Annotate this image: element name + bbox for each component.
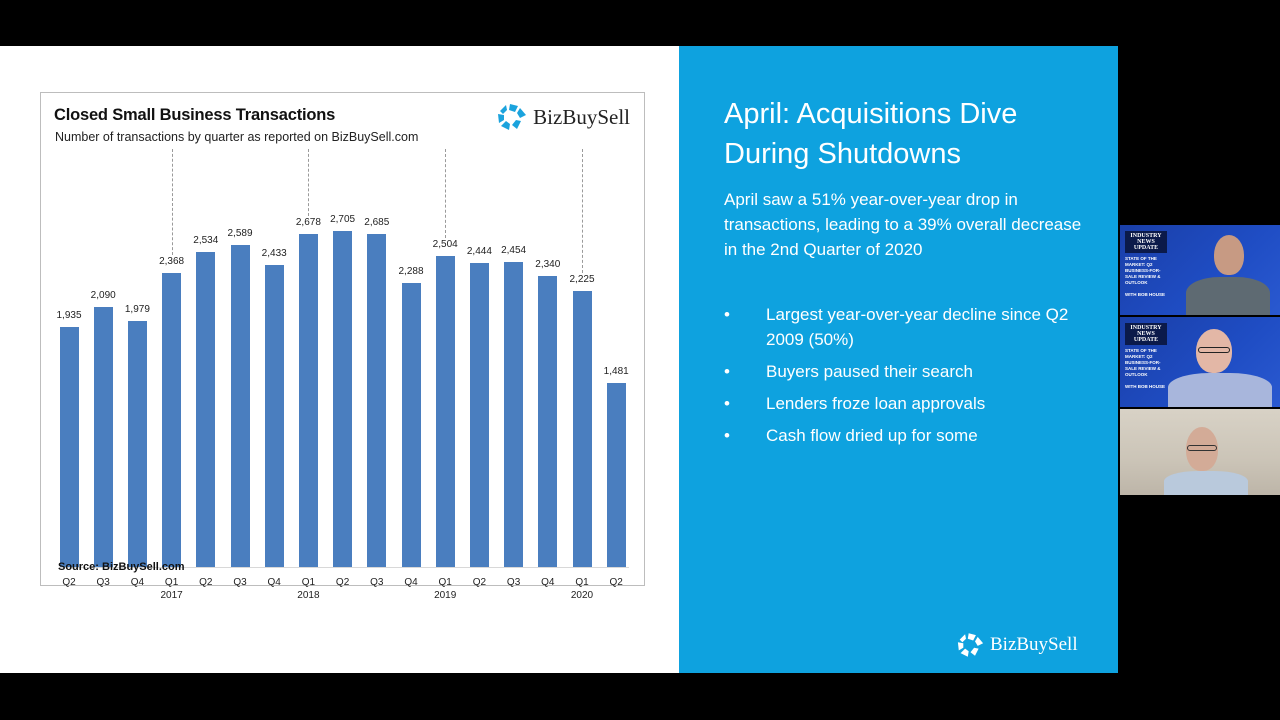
video-participants-strip: INDUSTRY NEWS UPDATE STATE OF THE MARKET… xyxy=(1120,225,1280,495)
webinar-banner: INDUSTRY NEWS UPDATE STATE OF THE MARKET… xyxy=(1125,231,1167,297)
bar xyxy=(196,252,216,567)
chart-title: Closed Small Business Transactions xyxy=(54,106,336,124)
year-divider-line xyxy=(582,149,583,273)
bullet-icon: • xyxy=(724,305,730,324)
x-tick-label: Q2 xyxy=(62,577,76,588)
bar-value-label: 2,678 xyxy=(295,217,321,229)
bar-value-label: 2,454 xyxy=(501,245,527,257)
x-tick-label: Q3 xyxy=(370,577,384,588)
bar xyxy=(93,307,113,567)
bar xyxy=(162,272,182,567)
year-divider-line xyxy=(171,149,173,255)
x-tick-label: Q4 xyxy=(130,577,145,588)
presentation-slide: 1,935 Q2 2,090 Q3 1,979 Q4 2,368 Q1 2017 2,534 Q2 2… xyxy=(0,46,1118,673)
bar-value-label: 1,481 xyxy=(603,366,629,378)
year-divider-line xyxy=(445,149,447,238)
bar xyxy=(401,282,421,567)
bullet-item: • Buyers paused their search xyxy=(724,359,1109,384)
bar-value-label: 1,935 xyxy=(56,309,82,321)
x-tick-label: Q2 xyxy=(199,577,213,588)
x-tick-label: Q3 xyxy=(506,577,521,588)
year-divider-line xyxy=(308,149,310,217)
x-tick-label: Q4 xyxy=(541,577,555,588)
bar-value-label: 2,589 xyxy=(227,228,253,240)
bar-value-label: 2,504 xyxy=(432,239,458,250)
slide-left-pane: 1,935 Q2 2,090 Q3 1,979 Q4 2,368 Q1 2017 2,534 Q2 2… xyxy=(0,46,679,673)
bar-value-label: 2,685 xyxy=(364,216,390,228)
slide-title: April: Acquisitions Dive During Shutdown… xyxy=(724,98,1018,170)
chart-subtitle: Number of transactions by quarter as rep… xyxy=(55,130,419,144)
bar-value-label: 2,444 xyxy=(466,246,492,258)
bar-value-label: 2,433 xyxy=(261,247,287,259)
x-tick-label: Q2 xyxy=(609,577,623,588)
chart-logo-text: BizBuySell xyxy=(533,104,630,129)
bar xyxy=(469,263,489,567)
bar xyxy=(264,264,284,567)
bar-value-label: 2,288 xyxy=(398,265,424,277)
bar xyxy=(333,231,353,567)
bullet-item: • Lenders froze loan approvals xyxy=(724,391,1109,416)
bar xyxy=(606,383,626,567)
bar xyxy=(298,234,318,567)
bizbuysell-logo-icon xyxy=(957,633,984,657)
bar xyxy=(127,321,147,567)
bullet-icon: • xyxy=(724,426,730,445)
webinar-banner: INDUSTRY NEWS UPDATE STATE OF THE MARKET… xyxy=(1125,323,1167,389)
x-tick-label: Q3 xyxy=(96,577,110,588)
bar-chart-plot: 1,935 Q2 2,090 Q3 1,979 Q4 2,368 Q1 2017 2,534 Q2 2… xyxy=(41,93,646,601)
bar-value-label: 2,368 xyxy=(159,255,185,267)
chart-card: 1,935 Q2 2,090 Q3 1,979 Q4 2,368 Q1 2017 2,534 Q2 2… xyxy=(40,92,646,601)
slide-footer-logo: BizBuySell xyxy=(957,632,1078,658)
bar xyxy=(572,290,592,567)
video-tile-participant-1[interactable]: INDUSTRY NEWS UPDATE STATE OF THE MARKET… xyxy=(1120,225,1280,315)
x-tick-label: Q1 xyxy=(301,577,316,588)
x-year-label: 2018 xyxy=(297,590,320,601)
bar-value-label: 2,090 xyxy=(90,290,116,302)
bullet-list: • Largest year-over-year decline since Q2… xyxy=(724,302,1109,455)
video-tile-participant-2[interactable]: INDUSTRY NEWS UPDATE STATE OF THE MARKET… xyxy=(1120,317,1280,407)
video-tile-participant-3[interactable] xyxy=(1120,409,1280,495)
x-tick-label: Q2 xyxy=(335,577,350,588)
x-year-label: 2019 xyxy=(434,590,457,601)
x-year-label: 2020 xyxy=(570,590,594,601)
x-tick-label: Q1 xyxy=(575,577,589,588)
x-tick-label: Q2 xyxy=(472,577,487,588)
x-tick-label: Q3 xyxy=(233,577,247,588)
bar xyxy=(59,326,79,567)
x-tick-label: Q4 xyxy=(267,577,281,588)
bar-value-label: 2,534 xyxy=(193,235,219,247)
bar xyxy=(435,256,455,567)
bullet-item: • Largest year-over-year decline since Q2… xyxy=(724,302,1109,352)
slide-logo-text: BizBuySell xyxy=(990,634,1078,655)
x-tick-label: Q4 xyxy=(404,577,418,588)
x-axis-line xyxy=(59,567,629,568)
x-tick-label: Q1 xyxy=(164,577,179,588)
bizbuysell-logo-icon xyxy=(498,104,527,130)
bullet-item: • Cash flow dried up for some xyxy=(724,423,1109,448)
bullet-icon: • xyxy=(724,362,730,381)
bar xyxy=(230,245,250,567)
bar-value-label: 1,979 xyxy=(124,304,150,316)
bullet-icon: • xyxy=(724,394,730,413)
bar-value-label: 2,340 xyxy=(535,259,561,271)
slide-intro-text: April saw a 51% year-over-year drop in t… xyxy=(724,190,1082,259)
bar-value-label: 2,705 xyxy=(330,214,356,226)
x-year-label: 2017 xyxy=(160,590,183,601)
bar xyxy=(367,233,387,567)
chart-logo: BizBuySell xyxy=(497,103,630,131)
bar xyxy=(504,262,524,567)
bar xyxy=(538,276,558,567)
bar-value-label: 2,225 xyxy=(569,273,595,285)
slide-right-pane: April: Acquisitions Dive During Shutdown… xyxy=(679,46,1118,673)
x-tick-label: Q1 xyxy=(438,577,452,588)
chart-source: Source: BizBuySell.com xyxy=(58,561,185,573)
